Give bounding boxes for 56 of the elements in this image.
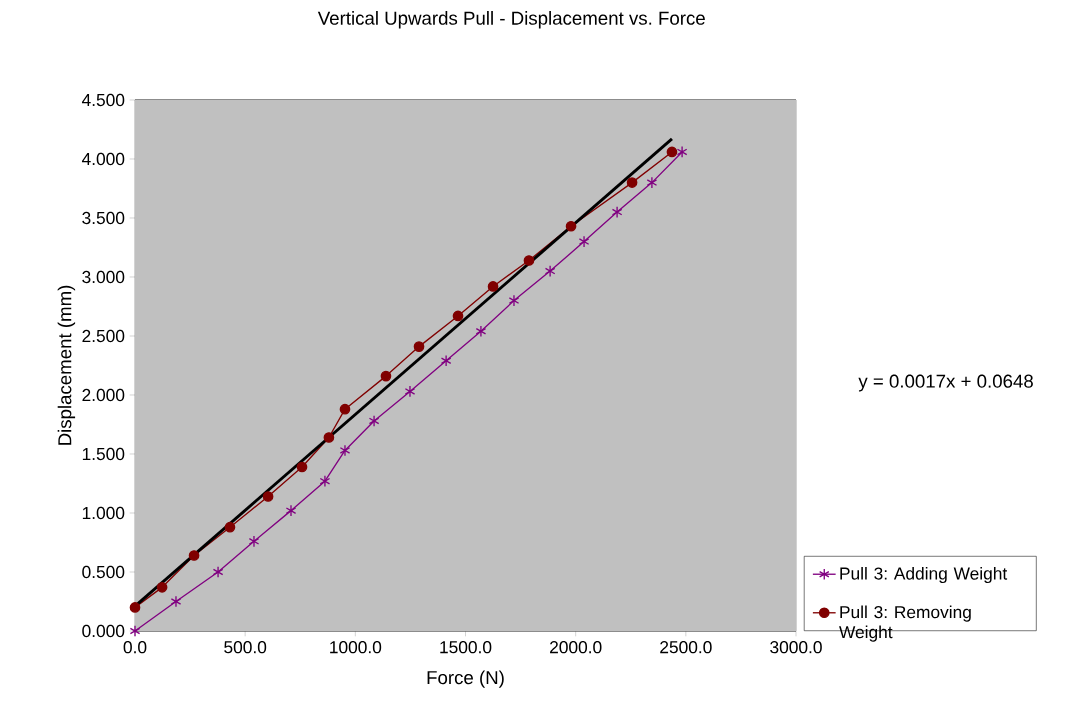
y-tick-label: 1.000 bbox=[82, 506, 125, 520]
x-tick-label: 2500.0 bbox=[660, 641, 712, 654]
y-tick-label: 0.000 bbox=[82, 624, 125, 638]
point bbox=[666, 146, 678, 158]
point bbox=[565, 220, 577, 232]
point bbox=[296, 461, 308, 473]
point bbox=[413, 341, 425, 352]
y-axis-title: Displacement (mm) bbox=[57, 285, 76, 445]
point bbox=[487, 281, 499, 292]
y-tick-label: 3.000 bbox=[82, 270, 125, 284]
x-tick-label: 1500.0 bbox=[440, 641, 492, 654]
text: y = 0.0017x + 0.0648 bbox=[858, 374, 1033, 392]
point bbox=[156, 582, 168, 593]
x-tick-label: 0.0 bbox=[123, 641, 147, 654]
point bbox=[611, 206, 623, 219]
y-tick-label: 2.000 bbox=[82, 388, 125, 402]
point bbox=[129, 602, 141, 613]
point bbox=[248, 535, 260, 548]
x-axis-title: Force (N) bbox=[427, 670, 504, 688]
y-tick-label: 0.500 bbox=[82, 565, 125, 579]
legend-label: Pull 3: Removing Weight bbox=[839, 605, 971, 642]
point bbox=[339, 403, 351, 415]
point bbox=[452, 310, 464, 322]
point bbox=[646, 176, 658, 189]
point bbox=[626, 177, 638, 188]
point bbox=[676, 145, 688, 158]
point bbox=[508, 294, 520, 307]
x-tick-label: 1000.0 bbox=[330, 641, 382, 654]
y-tick-label: 1.500 bbox=[82, 447, 125, 461]
point bbox=[380, 370, 392, 382]
y-tick-label: 4.500 bbox=[81, 93, 125, 107]
point bbox=[339, 444, 351, 457]
point bbox=[404, 385, 416, 398]
point bbox=[323, 432, 335, 443]
point bbox=[319, 475, 331, 488]
point bbox=[212, 565, 224, 578]
point bbox=[129, 625, 141, 638]
point bbox=[523, 255, 535, 266]
point bbox=[170, 595, 182, 608]
y-tick-label: 3.500 bbox=[82, 211, 125, 225]
x-tick-label: 2000.0 bbox=[550, 641, 602, 654]
x-tick-label: 500.0 bbox=[224, 641, 267, 654]
legend-label: Pull 3: Adding Weight bbox=[840, 566, 1008, 584]
point bbox=[368, 414, 380, 427]
point bbox=[440, 354, 452, 367]
x-tick-label: 3000.0 bbox=[770, 641, 822, 654]
point bbox=[544, 265, 556, 278]
point bbox=[188, 550, 200, 561]
point bbox=[285, 504, 297, 517]
y-tick-label: 4.000 bbox=[81, 152, 125, 166]
chart-title: Vertical Upwards Pull - Displacement vs. Force bbox=[317, 11, 705, 29]
y-tick-label: 2.500 bbox=[82, 329, 125, 343]
point bbox=[578, 235, 590, 248]
point bbox=[475, 325, 487, 338]
point bbox=[262, 491, 274, 502]
point bbox=[224, 521, 236, 533]
